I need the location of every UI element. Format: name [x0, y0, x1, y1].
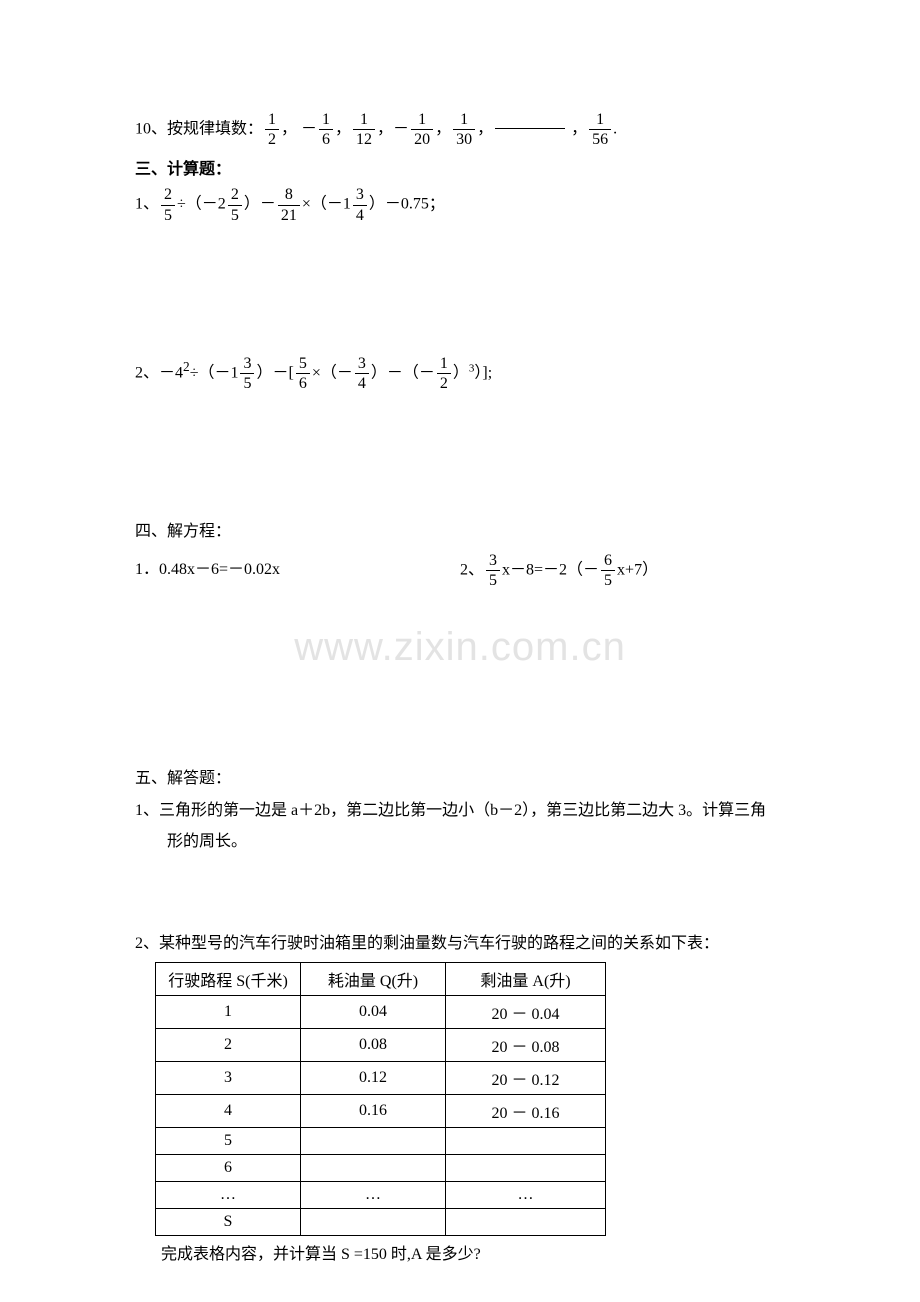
table-row: 30.1220 － 0.12: [156, 1062, 606, 1095]
frac-1-12: 112: [353, 110, 375, 149]
s3p1-prefix: 1、: [135, 196, 159, 213]
s3p2-tail: ）];: [474, 364, 492, 381]
frac-3-4: 34: [353, 185, 367, 224]
table-row: 6: [156, 1155, 606, 1182]
section5-p1a: 1、三角形的第一边是 a＋2b，第二边比第一边小（b－2），第三边比第二边大 3…: [135, 798, 785, 824]
section4-problems: 1．0.48x－6=－0.02x 2、35x－8=－2（－65x+7）: [135, 551, 785, 590]
s3p2-mid2: ）－[: [256, 364, 293, 381]
frac-1-2: 12: [265, 110, 279, 149]
q10-prefix: 10、按规律填数：: [135, 120, 263, 137]
th-q: 耗油量 Q(升): [301, 963, 446, 996]
section4-p1: 1．0.48x－6=－0.02x: [135, 551, 460, 590]
section5-footer: 完成表格内容，并计算当 S =150 时,A 是多少?: [161, 1242, 785, 1268]
s3p2-mid: ÷（－1: [190, 364, 239, 381]
table-row: 20.0820 － 0.08: [156, 1029, 606, 1062]
s3p2-mid4: ）－（－: [371, 364, 435, 381]
section3-p1: 1、25÷（－225）－821×（－134）－0.75；: [135, 185, 785, 224]
fuel-table: 行驶路程 S(千米) 耗油量 Q(升) 剩油量 A(升) 10.0420 － 0…: [155, 962, 606, 1236]
frac-1-30: 130: [453, 110, 475, 149]
frac-1-20: 120: [411, 110, 433, 149]
section3-p2: 2、－42÷（－135）－[56×（－34）－（－12）3）];: [135, 351, 785, 393]
frac-8-21: 821: [278, 185, 300, 224]
section4-title: 四、解方程：: [135, 519, 785, 545]
table-row: 10.0420 － 0.04: [156, 996, 606, 1029]
blank-line: [495, 128, 565, 129]
section4-p2: 2、35x－8=－2（－65x+7）: [460, 551, 785, 590]
s3p2-mid3: ×（－: [312, 364, 353, 381]
workspace-3-1: [135, 231, 785, 351]
page-content: 10、按规律填数：12， －16，112，－120，130， ，156. 三、计…: [135, 110, 785, 1268]
table-row: ………: [156, 1182, 606, 1209]
s3p1-tail: －0.75；: [385, 196, 445, 213]
table-row: S: [156, 1209, 606, 1236]
section5-p2: 2、某种型号的汽车行驶时油箱里的剩油量数与汽车行驶的路程之间的关系如下表：: [135, 931, 785, 957]
frac-6-5: 65: [601, 551, 615, 590]
workspace-3-2: [135, 399, 785, 519]
s4p2-prefix: 2、: [460, 561, 484, 578]
frac-1-6: 16: [319, 110, 333, 149]
table-row: 5: [156, 1128, 606, 1155]
section5-title: 五、解答题：: [135, 766, 785, 792]
workspace-4: [135, 596, 785, 766]
s4p2-mid: x－8=－2（－: [502, 561, 599, 578]
frac-1-56: 156: [589, 110, 611, 149]
s4p2-tail: x+7）: [617, 561, 658, 578]
workspace-5-1: [135, 861, 785, 931]
section3-title: 三、计算题：: [135, 155, 785, 179]
q10-period: .: [613, 120, 617, 137]
section5-p1b: 形的周长。: [135, 829, 785, 855]
th-a: 剩油量 A(升): [446, 963, 606, 996]
table-header-row: 行驶路程 S(千米) 耗油量 Q(升) 剩油量 A(升): [156, 963, 606, 996]
table-row: 40.1620 － 0.16: [156, 1095, 606, 1128]
frac-3-5: 35: [240, 354, 254, 393]
q10: 10、按规律填数：12， －16，112，－120，130， ，156.: [135, 110, 785, 149]
th-s: 行驶路程 S(千米): [156, 963, 301, 996]
s3p2-prefix: 2、－4: [135, 364, 183, 381]
frac-3-5-b: 35: [486, 551, 500, 590]
frac-2-5-b: 25: [228, 185, 242, 224]
frac-2-5: 25: [161, 185, 175, 224]
frac-1-2-b: 12: [437, 354, 451, 393]
sup-2: 2: [183, 359, 190, 374]
frac-3-4-b: 34: [355, 354, 369, 393]
frac-5-6: 56: [296, 354, 310, 393]
